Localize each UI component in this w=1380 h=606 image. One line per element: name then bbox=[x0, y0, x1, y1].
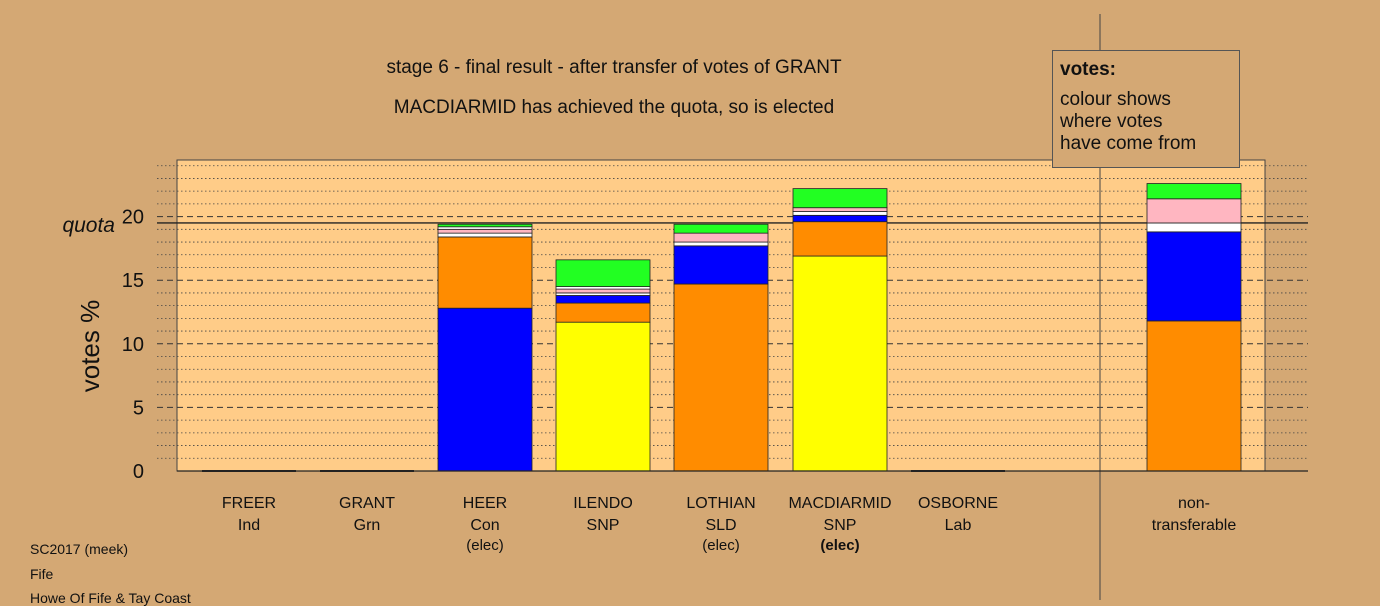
bar-segment-pink bbox=[792, 207, 888, 212]
bar-segment-pink bbox=[1146, 198, 1242, 224]
bar-segment-white bbox=[1146, 222, 1242, 233]
y-tick-label: 20 bbox=[122, 207, 144, 229]
x-label-name: GRANT bbox=[339, 495, 395, 512]
legend: votes: colour shows where votes have com… bbox=[1052, 50, 1240, 168]
bar-segment-orange bbox=[673, 283, 769, 472]
y-tick-label: 10 bbox=[122, 334, 144, 356]
x-label-name: MACDIARMID bbox=[788, 495, 891, 512]
x-label-name: HEER bbox=[463, 495, 507, 512]
x-label-status: (elec) bbox=[702, 537, 740, 554]
x-label-status: (elec) bbox=[466, 537, 504, 554]
legend-line: colour shows bbox=[1060, 89, 1171, 110]
x-label-party: Ind bbox=[238, 517, 260, 534]
x-label-name: ILENDO bbox=[573, 495, 633, 512]
x-label-party: Lab bbox=[945, 517, 972, 534]
bar-segment-white bbox=[437, 232, 533, 238]
footer-council: Fife bbox=[30, 566, 54, 582]
y-axis: 0 5 10 15 20 bbox=[122, 207, 144, 483]
chart-subtitle: MACDIARMID has achieved the quota, so is… bbox=[394, 97, 834, 118]
chart-title: stage 6 - final result - after transfer … bbox=[386, 57, 842, 78]
bar-segment-orange bbox=[792, 221, 888, 257]
x-label-party: SNP bbox=[824, 517, 857, 534]
x-label-party: SNP bbox=[587, 517, 620, 534]
x-axis-labels: FREER Ind GRANT Grn HEER Con (elec) ILENDO SNP LO… bbox=[222, 495, 1236, 554]
bar-segment-blue bbox=[555, 295, 651, 304]
bar-segment-blue bbox=[1146, 231, 1242, 322]
y-axis-label: votes % bbox=[75, 300, 105, 393]
bar-segment-pink bbox=[673, 232, 769, 243]
bar-segment-green bbox=[1146, 183, 1242, 200]
x-label-nontransferable: non- bbox=[1178, 495, 1210, 512]
bar-segment-green bbox=[437, 223, 533, 228]
bar-segment-blue bbox=[792, 214, 888, 223]
bar-segment-green bbox=[792, 188, 888, 209]
bar-segment-orange bbox=[1146, 320, 1242, 472]
x-label-party: Grn bbox=[354, 517, 381, 534]
bar-segment-blue bbox=[673, 245, 769, 285]
legend-title: votes: bbox=[1060, 59, 1116, 80]
footer-system: SC2017 (meek) bbox=[30, 541, 129, 557]
x-label-name: LOTHIAN bbox=[686, 495, 755, 512]
bar-segment-orange bbox=[437, 236, 533, 309]
bar-segment-yellow bbox=[792, 255, 888, 472]
x-label-name: OSBORNE bbox=[918, 495, 998, 512]
bar-segment-pink bbox=[555, 288, 651, 294]
y-tick-label: 0 bbox=[133, 461, 144, 483]
y-tick-label: 15 bbox=[122, 270, 144, 292]
bar-segment-blue bbox=[437, 307, 533, 472]
footer-ward: Howe Of Fife & Tay Coast bbox=[30, 590, 191, 606]
x-label-status: (elec) bbox=[820, 537, 859, 554]
x-label-name: FREER bbox=[222, 495, 276, 512]
bar-segment-yellow bbox=[555, 321, 651, 472]
bars bbox=[202, 183, 1242, 472]
quota-label: quota bbox=[62, 214, 115, 237]
y-tick-label: 5 bbox=[133, 397, 144, 419]
x-label-party: Con bbox=[470, 517, 499, 534]
bar-segment-white bbox=[792, 211, 888, 216]
x-label-party: SLD bbox=[705, 517, 736, 534]
x-label-nontransferable: transferable bbox=[1152, 517, 1237, 534]
bar-segment-green bbox=[673, 223, 769, 234]
bar-segment-green bbox=[555, 259, 651, 287]
bar-segment-orange bbox=[555, 302, 651, 323]
legend-line: where votes bbox=[1060, 111, 1163, 132]
bar-segment-pink bbox=[437, 228, 533, 234]
legend-line: have come from bbox=[1060, 133, 1197, 154]
bar-segment-white bbox=[673, 241, 769, 247]
